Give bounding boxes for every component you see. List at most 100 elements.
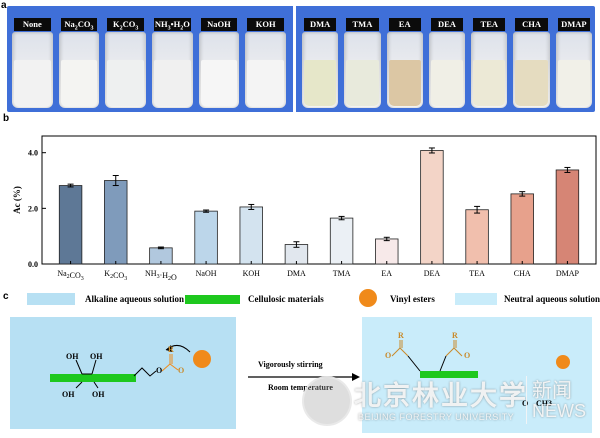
vial-label: DMA — [304, 18, 337, 31]
vial-liquid — [107, 60, 144, 106]
o-label-vinyl-carbonyl: O — [178, 366, 185, 375]
vial-group-inorganic: None Na2CO3 K2CO3 NH3•H2O NaOH KOH — [9, 6, 289, 112]
x-tick-label: K2CO3 — [104, 269, 127, 282]
vial-liquid — [14, 60, 51, 106]
vial-label: None — [14, 18, 51, 31]
vial-photo: None Na2CO3 K2CO3 NH3•H2O NaOH KOH DMA TMA EA DE… — [7, 6, 595, 112]
university-news-watermark: 北京林业大学 BEIJING FORESTRY UNIVERSITY 新闻 NE… — [290, 372, 600, 432]
university-seal-icon — [302, 376, 352, 426]
x-tick-label: DMA — [287, 269, 306, 278]
x-tick-label: KOH — [243, 269, 261, 278]
vial-glass — [513, 32, 550, 108]
panel-label-b: b — [3, 113, 10, 124]
alkaline-reaction-box — [10, 317, 236, 429]
vial-liquid — [388, 60, 421, 106]
y-tick-label: 2.0 — [28, 204, 38, 213]
vial: NH3•H2O — [152, 18, 193, 108]
vial-liquid — [515, 60, 548, 106]
vial: EA — [386, 18, 423, 108]
o-label-product-2: O — [464, 351, 471, 360]
legend-swatch-alkaline — [27, 293, 75, 305]
photo-divider — [293, 6, 296, 112]
vial-liquid — [557, 60, 590, 106]
x-tick-label: TEA — [469, 269, 485, 278]
vial-liquid — [473, 60, 506, 106]
vial-label: NH3•H2O — [154, 18, 191, 32]
vial-label: EA — [388, 18, 421, 31]
news-label-cn: 新闻 — [532, 378, 572, 402]
vial-liquid — [247, 60, 284, 106]
legend-swatch-cellulosic — [185, 295, 240, 304]
vial: TMA — [344, 18, 381, 108]
vial-glass — [428, 32, 466, 108]
cellulose-bar-right — [420, 371, 478, 378]
vial-glass — [198, 32, 240, 108]
vial-label: TEA — [473, 18, 506, 31]
acetylated-cellulose-molecule — [391, 340, 478, 378]
university-name-cn: 北京林业大学 — [354, 381, 528, 412]
x-tick-label: DEA — [424, 269, 441, 278]
x-tick-label: EA — [381, 269, 392, 278]
o-label-vinyl: O — [156, 366, 163, 375]
o-label-product-1: O — [385, 351, 392, 360]
vial: DMAP — [555, 18, 592, 108]
room-temperature-label: Room temperature — [268, 383, 333, 392]
x-tick-label: DMAP — [556, 269, 580, 278]
cellulose-hydroxyl-molecule — [50, 359, 136, 389]
panel-label-a: a — [1, 0, 7, 11]
r-label-vinyl: R — [168, 345, 174, 354]
cellulose-bar-left — [50, 374, 136, 382]
vial-liquid — [154, 60, 191, 106]
vinyl-ester-sphere — [193, 350, 211, 368]
vial-label: TMA — [346, 18, 379, 31]
oh-label-4: OH — [92, 390, 105, 399]
legend-label-cellulosic: Cellulosic materials — [248, 294, 324, 304]
vial-group-amines: DMA TMA EA DEA TEA CHA DMAP — [299, 6, 595, 112]
legend-swatch-neutral — [455, 293, 497, 305]
vial-liquid — [60, 60, 98, 106]
legend-label-neutral: Neutral aqueous solution — [504, 294, 600, 304]
vial-liquid — [430, 60, 464, 106]
vial-glass — [245, 32, 286, 108]
university-name-en: BEIJING FORESTRY UNIVERSITY — [358, 412, 515, 422]
vial-glass — [386, 32, 423, 108]
vial-glass — [58, 32, 100, 108]
vial-glass — [555, 32, 592, 108]
vial: NaOH — [198, 18, 240, 108]
legend-marker-vinyl — [359, 289, 377, 307]
vial: CHA — [513, 18, 550, 108]
vial-glass — [12, 32, 53, 108]
vial: Na2CO3 — [58, 18, 100, 108]
stirring-label: Vigorously stirring — [258, 360, 323, 369]
legend-label-alkaline: Alkaline aqueous solution — [85, 294, 185, 304]
x-tick-label: NaOH — [196, 269, 217, 278]
x-tick-label: TMA — [333, 269, 351, 278]
news-divider — [526, 376, 527, 424]
legend-label-vinyl: Vinyl esters — [390, 294, 435, 304]
ch3-label: CH3 — [536, 399, 552, 408]
vial-label: KOH — [247, 18, 284, 31]
vial: DMA — [302, 18, 339, 108]
vial-label: CHA — [515, 18, 548, 31]
vial-label: K2CO3 — [107, 18, 144, 32]
vial-glass — [105, 32, 146, 108]
vial-liquid — [200, 60, 238, 106]
vial-glass — [302, 32, 339, 108]
y-axis-label: Ac (%) — [12, 186, 22, 214]
o-label-byproduct: O — [522, 399, 528, 408]
y-tick-label: 0.0 — [28, 260, 38, 269]
r-label-product-1: R — [398, 331, 404, 340]
vial-label: DMAP — [557, 18, 590, 31]
vial-label: NaOH — [200, 18, 238, 31]
vial-glass — [344, 32, 381, 108]
oh-label-1: OH — [66, 352, 79, 361]
vial: None — [12, 18, 53, 108]
vial: TEA — [471, 18, 508, 108]
x-tick-label: CHA — [514, 269, 531, 278]
vial: DEA — [428, 18, 466, 108]
y-tick-label: 4.0 — [28, 149, 38, 158]
r-label-product-2: R — [452, 331, 458, 340]
oh-label-3: OH — [62, 390, 75, 399]
vial: KOH — [245, 18, 286, 108]
